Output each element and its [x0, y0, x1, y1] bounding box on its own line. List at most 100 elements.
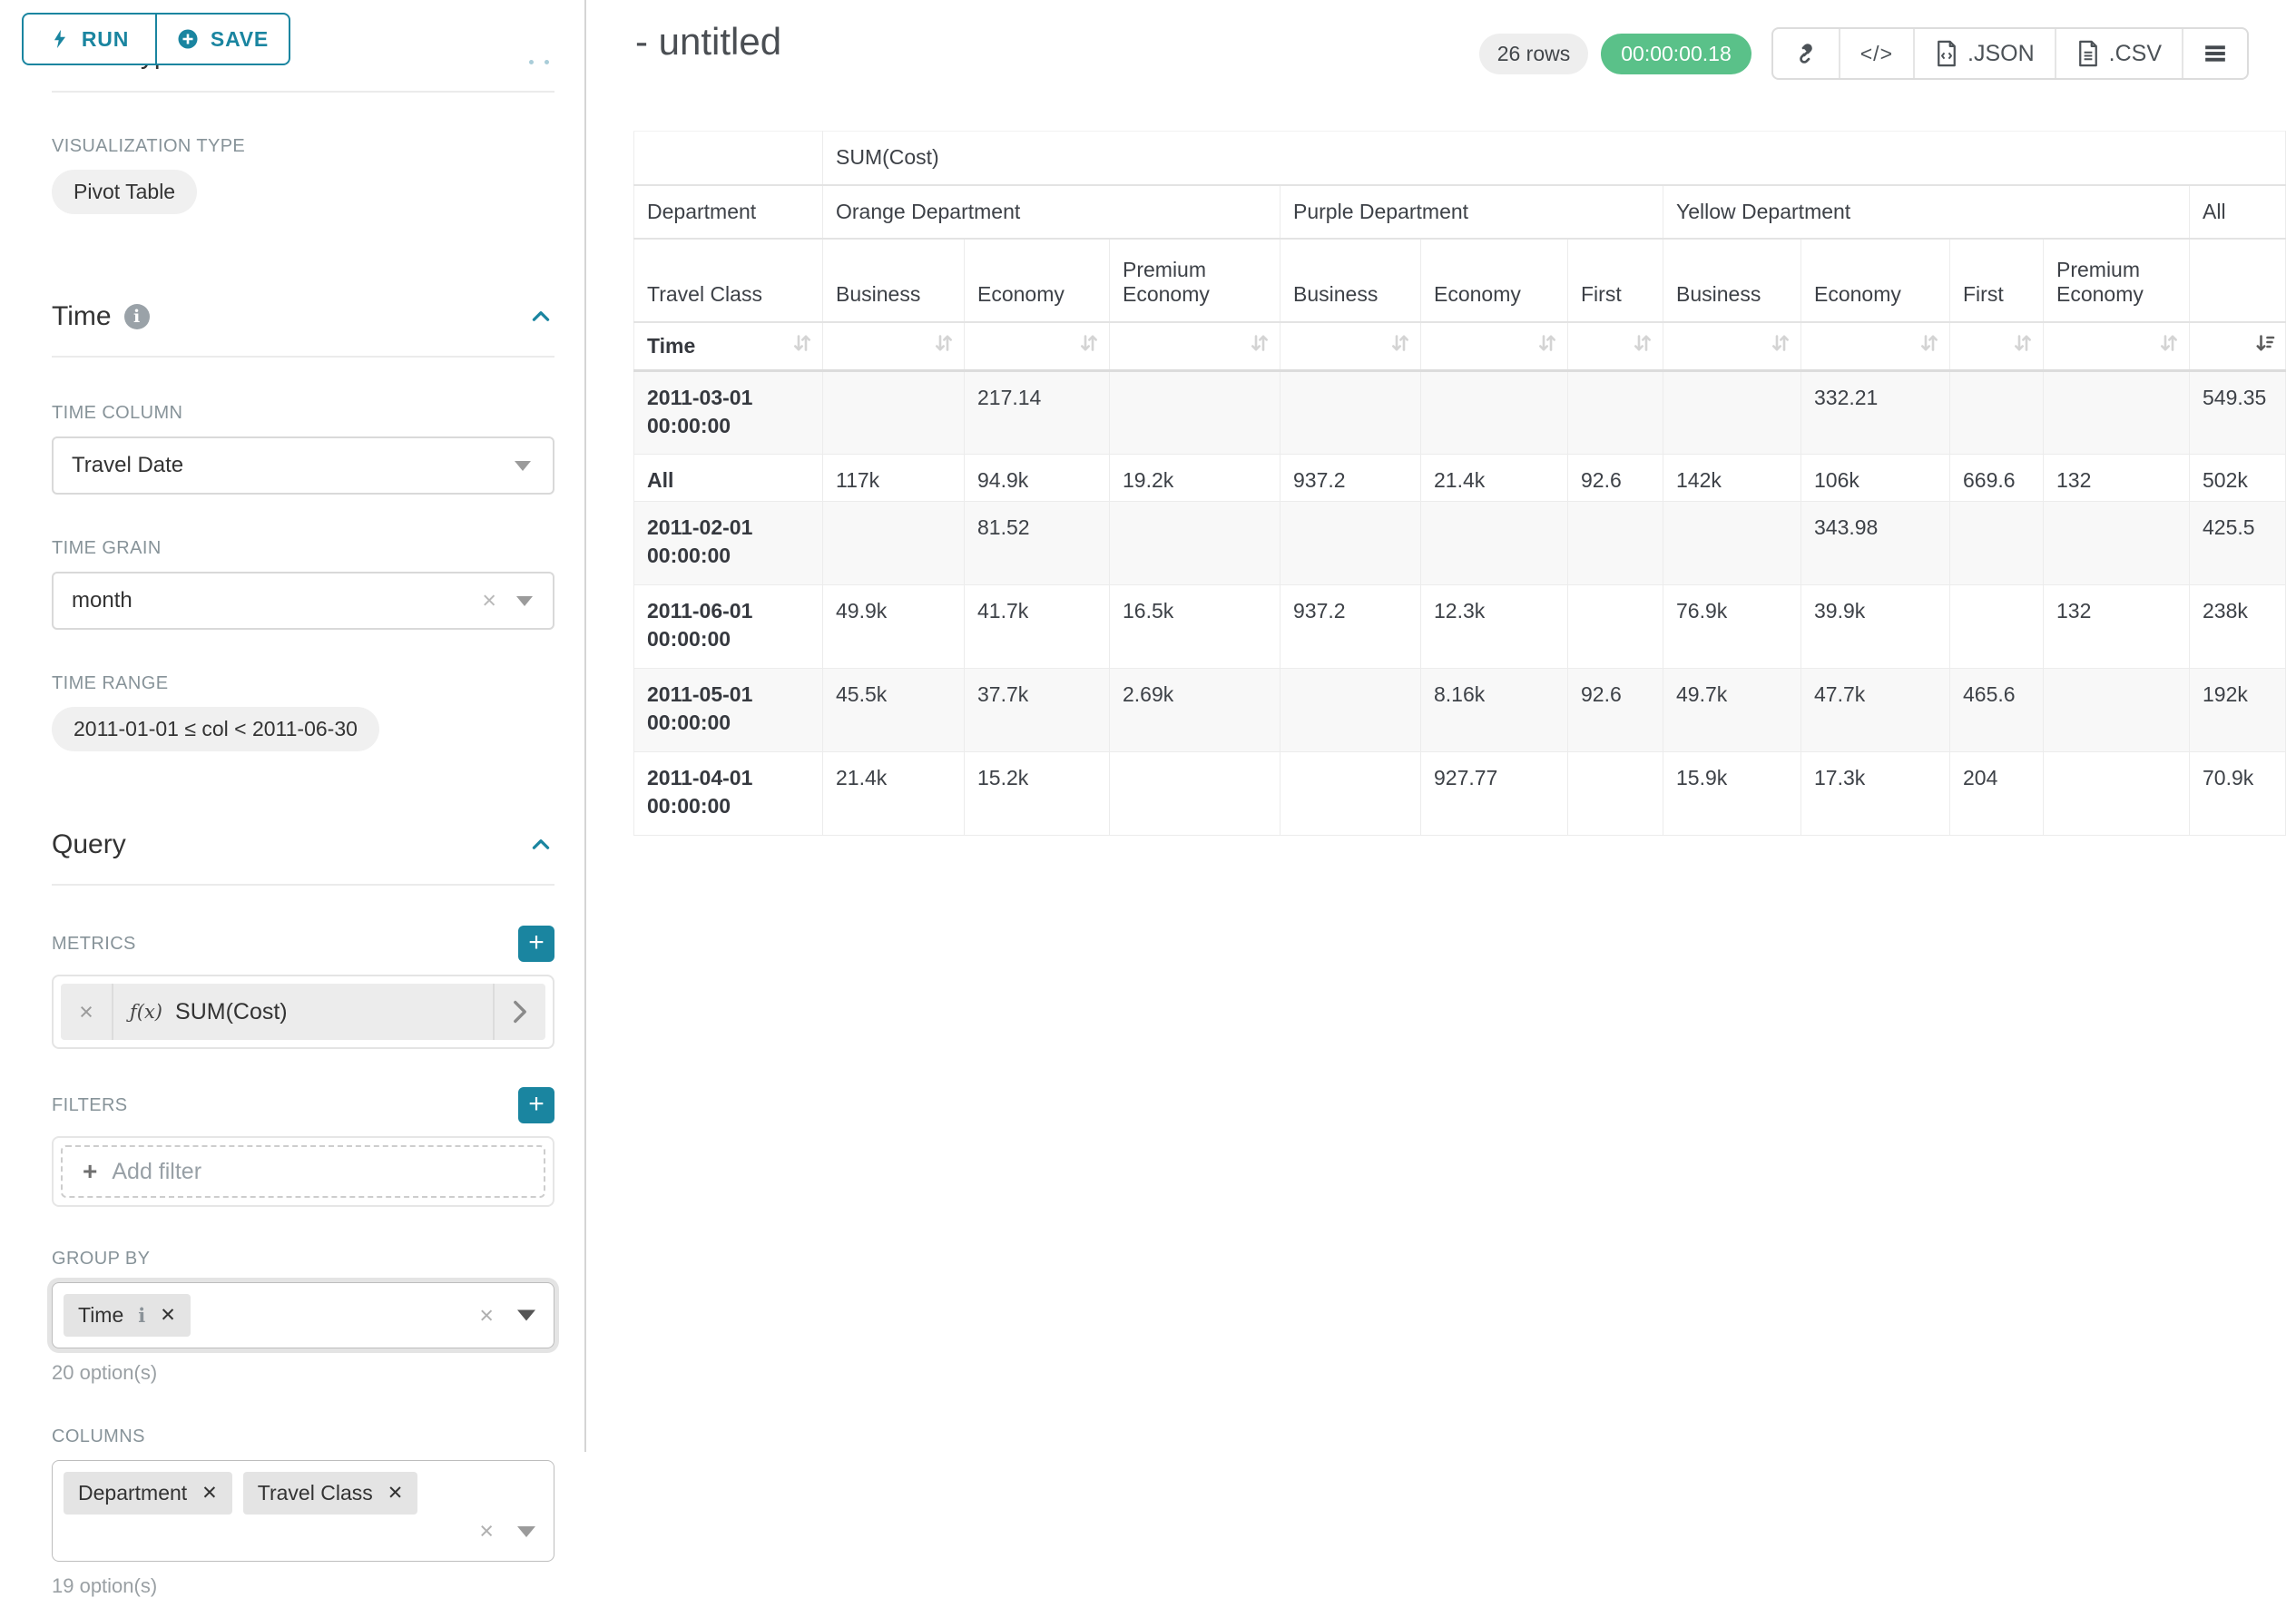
function-icon: ƒ(x) [130, 1001, 163, 1023]
sort-icon[interactable] [1078, 332, 1100, 359]
sort-icon[interactable] [1632, 332, 1653, 359]
save-button[interactable]: SAVE [156, 13, 290, 65]
columns-option-count: 19 option(s) [52, 1574, 158, 1597]
remove-chip-icon[interactable]: ✕ [201, 1483, 218, 1504]
columns-label: COLUMNS [52, 1426, 145, 1446]
selected-value-chip[interactable]: Travel Class ✕ [242, 1472, 418, 1515]
section-divider [52, 884, 554, 886]
row-label-cell: 2011-05-01 00:00:00 [633, 668, 823, 752]
chip-label: Travel Class [257, 1481, 373, 1505]
group-header-cell: Purple Department [1280, 184, 1663, 240]
chevron-down-icon[interactable] [517, 1309, 535, 1321]
add-filter-plus-button[interactable]: + [518, 1087, 554, 1123]
column-sort-header[interactable] [1949, 321, 2044, 372]
value-cell [1567, 501, 1663, 585]
value-cell: 669.6 [1949, 454, 2044, 502]
value-cell: 132 [2043, 584, 2190, 669]
sort-icon[interactable] [1389, 332, 1411, 359]
value-cell: 16.5k [1109, 584, 1280, 669]
value-cell: 502k [2189, 454, 2287, 502]
copy-link-button[interactable] [1773, 29, 1840, 78]
link-icon [1799, 44, 1812, 64]
metric-pill[interactable]: × ƒ(x) SUM(Cost) [61, 984, 545, 1040]
run-button[interactable]: RUN [22, 13, 156, 65]
value-cell: 17.3k [1800, 751, 1950, 836]
chart-title[interactable]: - untitled [635, 20, 782, 63]
sort-icon[interactable] [1770, 332, 1791, 359]
sort-icon[interactable] [2158, 332, 2180, 359]
sort-desc-active-icon[interactable] [2254, 332, 2276, 359]
viz-type-pill[interactable]: Pivot Table [52, 170, 198, 214]
column-sort-header[interactable] [1567, 321, 1663, 372]
group-by-label: GROUP BY [52, 1249, 151, 1269]
remove-metric-icon[interactable]: × [61, 984, 113, 1040]
value-cell: 70.9k [2189, 751, 2287, 836]
table-row: All 117k 94.9k 19.2k 937.2 21.4k 92.6 142k 106k 6… [633, 454, 2287, 502]
table-row: 2011-05-01 00:00:00 45.5k 37.7k 2.69k 8.16k 9… [633, 668, 2287, 752]
selected-value-chip[interactable]: Time i ✕ [64, 1294, 191, 1337]
viz-type-label: VISUALIZATION TYPE [52, 136, 246, 156]
column-sort-header[interactable] [1420, 321, 1568, 372]
main-area: - untitled 26 rows 00:00:00.18 </> .JSON [588, 0, 2296, 1452]
add-metric-button[interactable]: + [518, 926, 554, 962]
sort-icon[interactable] [933, 332, 955, 359]
info-icon: i [123, 304, 150, 329]
column-sort-header[interactable] [1800, 321, 1950, 372]
time-grain-label: TIME GRAIN [52, 538, 162, 558]
column-sort-header[interactable] [2189, 321, 2287, 372]
add-filter-button[interactable]: + Add filter [61, 1145, 545, 1198]
export-json-button[interactable]: .JSON [1915, 29, 2056, 78]
group-header-cell: All [2189, 184, 2287, 240]
sort-icon[interactable] [2012, 332, 2034, 359]
value-cell: 47.7k [1800, 668, 1950, 752]
value-cell: 332.21 [1800, 370, 1950, 455]
chevron-up-icon[interactable] [527, 833, 554, 857]
value-cell [1280, 751, 1421, 836]
chevron-up-icon[interactable] [527, 305, 554, 328]
column-sort-header[interactable] [964, 321, 1110, 372]
clear-icon[interactable]: × [479, 1517, 494, 1544]
column-sort-header[interactable] [1109, 321, 1280, 372]
sort-icon[interactable] [1536, 332, 1558, 359]
class-header-cell: First [1567, 238, 1663, 323]
value-cell [1420, 370, 1568, 455]
value-cell: 549.35 [2189, 370, 2287, 455]
pivot-table-container: SUM(Cost) Department Orange Department Purp… [633, 131, 2287, 836]
expand-metric-icon[interactable] [493, 984, 545, 1040]
clear-icon[interactable]: × [479, 1301, 494, 1328]
col-dimension-header: Travel Class [633, 238, 823, 323]
more-options-button[interactable] [2183, 29, 2247, 78]
remove-chip-icon[interactable]: ✕ [160, 1305, 176, 1326]
time-range-pill[interactable]: 2011-01-01 ≤ col < 2011-06-30 [52, 707, 379, 751]
column-sort-header[interactable] [822, 321, 965, 372]
time-sort-header[interactable]: Time [633, 321, 823, 372]
columns-select[interactable]: Department ✕ Travel Class ✕ × [52, 1460, 554, 1562]
value-cell: 39.9k [1800, 584, 1950, 669]
value-cell: 15.2k [964, 751, 1110, 836]
sort-icon[interactable] [1918, 332, 1940, 359]
time-column-label: TIME COLUMN [52, 403, 183, 423]
chevron-down-icon [515, 461, 531, 471]
selected-value-chip[interactable]: Department ✕ [64, 1472, 232, 1515]
metrics-label: METRICS [52, 933, 136, 954]
class-header-cell: Business [1280, 238, 1421, 323]
value-cell [1280, 370, 1421, 455]
time-grain-select[interactable]: month × [52, 572, 554, 630]
value-cell: 8.16k [1420, 668, 1568, 752]
csv-file-icon [2078, 40, 2097, 67]
sort-icon[interactable] [1249, 332, 1271, 359]
corner-cell [633, 131, 823, 186]
time-column-select[interactable]: Travel Date [52, 436, 554, 495]
remove-chip-icon[interactable]: ✕ [387, 1483, 404, 1504]
export-csv-button[interactable]: .CSV [2056, 29, 2183, 78]
column-sort-header[interactable] [1280, 321, 1421, 372]
column-sort-header[interactable] [1663, 321, 1801, 372]
group-by-select[interactable]: Time i ✕ × [52, 1282, 554, 1348]
column-sort-header[interactable] [2043, 321, 2190, 372]
chevron-down-icon[interactable] [517, 1525, 535, 1537]
sort-icon[interactable] [791, 332, 813, 359]
view-query-button[interactable]: </> [1840, 29, 1916, 78]
save-button-label: SAVE [210, 26, 270, 51]
clear-icon[interactable]: × [482, 586, 496, 614]
value-cell: 238k [2189, 584, 2287, 669]
